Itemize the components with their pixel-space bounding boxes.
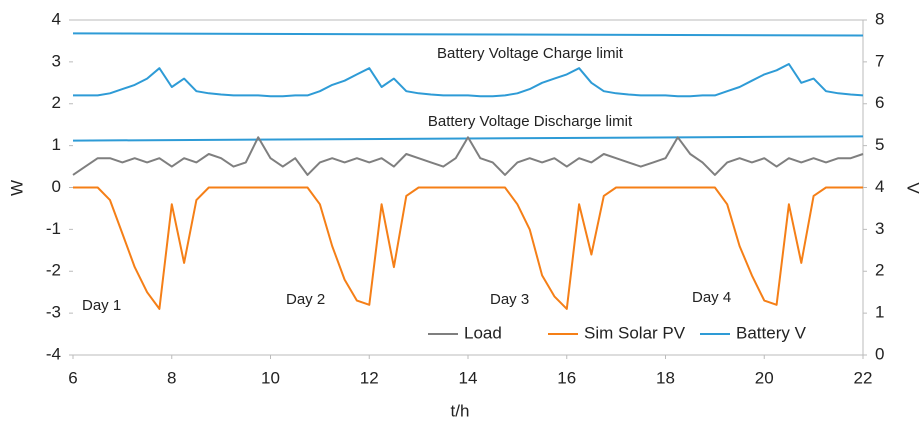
day-annotation: Day 4 (692, 289, 731, 306)
legend-label: Battery V (736, 323, 807, 342)
y-tick-label: -2 (46, 261, 61, 280)
day-annotation: Day 2 (286, 291, 325, 308)
legend-label: Sim Solar PV (584, 323, 686, 342)
reference-label: Battery Voltage Charge limit (437, 45, 624, 62)
x-tick-label: 8 (167, 368, 176, 387)
y-tick-label: 4 (52, 9, 61, 28)
legend-label: Load (464, 323, 502, 342)
y-axis-label: W (7, 180, 26, 196)
y2-tick-label: 2 (875, 261, 884, 280)
y2-tick-label: 5 (875, 135, 884, 154)
y2-axis-label: V (904, 182, 922, 194)
y2-tick-label: 4 (875, 177, 884, 196)
x-tick-label: 16 (557, 368, 576, 387)
reference-line (72, 32, 864, 37)
y-tick-label: 0 (52, 177, 61, 196)
x-axis-label: t/h (451, 401, 470, 420)
series-line (73, 186, 863, 310)
y2-tick-label: 0 (875, 344, 884, 363)
series-line (73, 63, 864, 98)
x-tick-label: 10 (261, 368, 280, 387)
day-annotation: Day 3 (490, 291, 529, 308)
x-tick-label: 6 (68, 368, 77, 387)
y-tick-label: 3 (52, 51, 61, 70)
series-line (72, 136, 864, 176)
y-tick-label: -3 (46, 303, 61, 322)
y2-tick-label: 8 (875, 9, 884, 28)
y-tick-label: 1 (52, 135, 61, 154)
y-tick-label: 2 (52, 93, 61, 112)
y-tick-label: -1 (46, 219, 61, 238)
x-tick-label: 14 (459, 368, 478, 387)
x-tick-label: 12 (360, 368, 379, 387)
y-tick-label: -4 (46, 344, 61, 363)
y2-tick-label: 7 (875, 51, 884, 70)
day-annotation: Day 1 (82, 297, 121, 314)
reference-label: Battery Voltage Discharge limit (428, 113, 633, 130)
x-tick-label: 22 (854, 368, 873, 387)
y2-tick-label: 1 (875, 303, 884, 322)
y2-tick-label: 6 (875, 93, 884, 112)
x-tick-label: 20 (755, 368, 774, 387)
x-tick-label: 18 (656, 368, 675, 387)
y2-tick-label: 3 (875, 219, 884, 238)
